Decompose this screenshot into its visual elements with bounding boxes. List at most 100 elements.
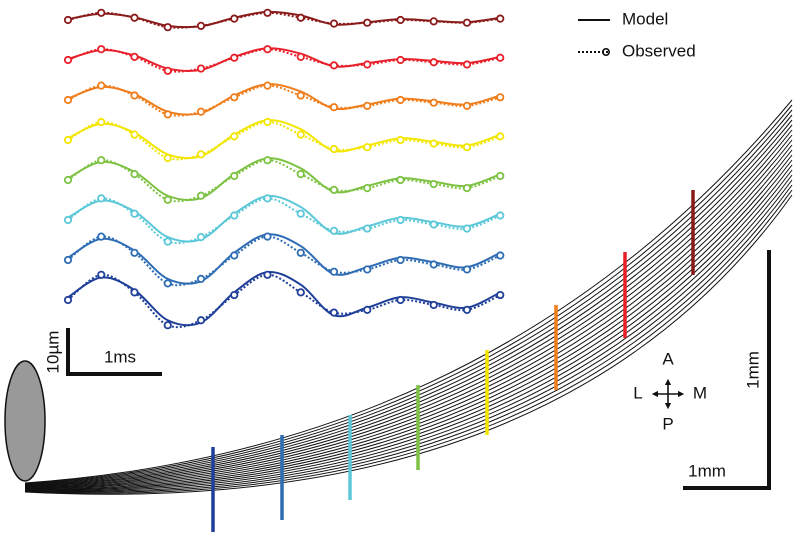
observed-point [63, 255, 73, 265]
fiber [24, 159, 793, 490]
observed-point [496, 53, 505, 62]
compass-lateral: L [633, 383, 642, 402]
amplitude-scale-label: 10µm [43, 331, 62, 374]
observed-point [296, 209, 305, 218]
observed-point [63, 15, 73, 25]
observed-point [462, 305, 472, 314]
observed-point [263, 270, 272, 279]
observed-point [130, 248, 139, 257]
observed-point [496, 211, 505, 220]
compass-medial: M [693, 383, 707, 402]
observed-point [230, 290, 239, 300]
fiber [24, 169, 793, 491]
traces [63, 8, 505, 330]
observed-point [130, 209, 139, 218]
compass-posterior: P [662, 414, 673, 433]
fiber [24, 119, 793, 486]
observed-point [163, 195, 172, 204]
observed-point [163, 153, 172, 163]
ellipse-organ [4, 360, 46, 482]
observed-point [396, 175, 405, 185]
observed-point [396, 55, 405, 65]
observed-point [396, 295, 405, 305]
observed-point [296, 248, 305, 257]
fiber [24, 99, 793, 484]
observed-point [496, 290, 505, 300]
observed-point [429, 179, 438, 189]
observed-trace [67, 273, 501, 329]
observed-point [63, 95, 73, 105]
trace-scale-bar [66, 328, 162, 376]
observed-point [363, 224, 372, 233]
observed-point [462, 143, 472, 152]
observed-point [363, 60, 372, 69]
observed-point [496, 251, 505, 260]
observed-point [429, 98, 438, 107]
observed-point [429, 58, 438, 67]
observed-point [396, 95, 405, 105]
observed-point [163, 23, 172, 32]
fiber [24, 149, 793, 489]
observed-point [263, 232, 272, 241]
observed-point [296, 91, 305, 100]
observed-point [496, 14, 505, 23]
observed-point [63, 175, 73, 185]
observed-point [396, 215, 405, 225]
observed-point [429, 260, 438, 269]
observed-point [329, 61, 339, 70]
fiber [24, 139, 793, 488]
observed-point [196, 233, 206, 242]
observed-point [97, 117, 106, 127]
compass-anterior: A [662, 349, 674, 368]
observed-point [363, 143, 372, 152]
observed-point [363, 18, 372, 27]
observed-point [329, 19, 339, 28]
observed-point [296, 52, 305, 61]
observed-point [296, 130, 305, 139]
observed-point [496, 132, 505, 141]
observed-point [363, 101, 372, 110]
distance-scale-bar [683, 250, 771, 490]
observed-point [97, 232, 106, 241]
observed-point [130, 288, 139, 297]
fiber [24, 124, 793, 486]
observed-point [97, 8, 106, 17]
observed-point [329, 185, 339, 194]
observed-point [63, 55, 73, 65]
observed-point [329, 267, 339, 276]
fiber [24, 164, 793, 490]
observed-point [230, 53, 239, 62]
observed-point [130, 170, 139, 179]
observed-point [263, 194, 272, 203]
observed-point [230, 93, 239, 102]
fiber [24, 189, 793, 494]
observed-point [63, 295, 73, 305]
fiber [24, 114, 793, 485]
observed-point [63, 135, 73, 145]
observed-point [196, 191, 206, 200]
observed-point [97, 270, 106, 279]
observed-point [396, 255, 405, 265]
fiber-bundle [24, 99, 793, 495]
observed-point [429, 139, 438, 148]
legend-observed: Observed [622, 41, 696, 60]
fiber [24, 184, 793, 493]
observed-point [130, 52, 139, 61]
observed-point [230, 132, 239, 141]
observed-point [496, 171, 505, 181]
observed-point [163, 237, 172, 246]
fiber [24, 129, 793, 487]
observed-point [263, 81, 272, 90]
observed-point [196, 150, 206, 159]
observed-point [296, 170, 305, 179]
fiber [24, 174, 793, 492]
time-scale-label: 1ms [104, 347, 136, 366]
observed-point [363, 305, 372, 314]
observed-point [196, 316, 206, 325]
observed-trace [67, 159, 501, 203]
legend-observed-marker [601, 47, 610, 56]
observed-point [462, 18, 472, 27]
observed-point [296, 288, 305, 297]
observed-point [97, 45, 106, 54]
